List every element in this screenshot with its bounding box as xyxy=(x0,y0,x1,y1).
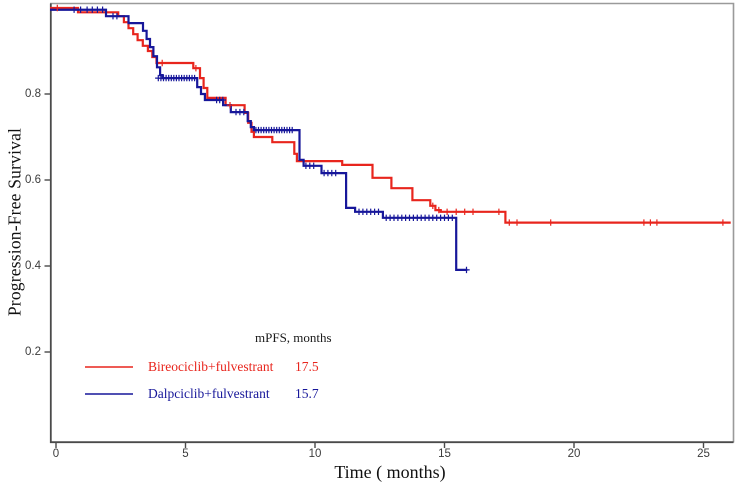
x-tick-label: 20 xyxy=(567,448,581,460)
censor-plus-mark xyxy=(547,219,554,226)
legend-label-bireociclib: Bireociclib+fulvestrant xyxy=(148,359,274,374)
censor-plus-mark xyxy=(453,208,460,215)
y-tick-label: 0.2 xyxy=(25,346,41,358)
censor-plus-mark xyxy=(289,126,296,134)
censor-plus-mark xyxy=(192,65,200,72)
censor-plus-mark xyxy=(240,108,247,116)
censor-plus-mark xyxy=(461,208,468,215)
axis-ticks xyxy=(44,93,705,448)
plot-border xyxy=(49,2,735,444)
censor-plus-mark xyxy=(219,96,226,104)
y-axis-title: Progression-Free Survival xyxy=(4,127,25,317)
censor-plus-mark xyxy=(70,6,78,13)
censor-plus-mark xyxy=(159,59,166,67)
censor-plus-mark xyxy=(99,6,106,13)
censor-plus-mark xyxy=(719,219,727,226)
legend-label-dalpciclib: Dalpciclib+fulvestrant xyxy=(148,386,270,401)
censor-plus-mark xyxy=(226,102,234,109)
x-axis-title: Time ( months) xyxy=(334,462,446,482)
censor-plus-mark xyxy=(647,219,654,226)
censor-plus-mark xyxy=(435,206,442,214)
legend-value-dalpciclib: 15.7 xyxy=(295,386,319,401)
censor-plus-mark xyxy=(506,219,513,226)
censor-plus-mark xyxy=(429,202,436,209)
censor-plus-mark xyxy=(375,208,382,215)
censor-plus-mark xyxy=(191,74,198,82)
censor-plus-mark xyxy=(463,266,470,274)
x-tick-label: 0 xyxy=(52,448,60,460)
censor-plus-mark xyxy=(469,208,477,215)
censor-plus-mark xyxy=(54,4,61,12)
censor-plus-mark xyxy=(640,219,648,226)
censor-plus-mark xyxy=(443,208,451,215)
censor-plus-mark xyxy=(513,219,521,226)
legend-value-bireociclib: 17.5 xyxy=(295,359,319,374)
y-tick-label: 0.6 xyxy=(25,174,41,186)
censor-plus-mark xyxy=(77,6,84,13)
censor-plus-mark xyxy=(113,13,121,20)
km-curve-bireociclib xyxy=(50,6,731,224)
legend-header: mPFS, months xyxy=(255,330,332,345)
censor-marks xyxy=(54,4,727,274)
censor-plus-mark xyxy=(653,219,661,226)
censor-plus-mark xyxy=(495,208,503,215)
km-curve-dalpciclib xyxy=(50,8,468,271)
plot-border-top-right xyxy=(50,2,735,443)
x-tick-label: 5 xyxy=(182,448,189,460)
y-tick-label: 0.8 xyxy=(25,88,41,100)
x-tick-label: 25 xyxy=(697,448,710,460)
x-tick-label: 10 xyxy=(308,448,322,460)
survival-curves xyxy=(50,6,731,271)
censor-plus-mark xyxy=(310,162,317,169)
censor-plus-mark xyxy=(332,169,339,177)
legend-line-samples xyxy=(85,366,133,395)
plot-border-axis-lines xyxy=(49,3,734,444)
x-tick-label: 15 xyxy=(438,448,451,460)
censor-plus-mark xyxy=(449,214,456,221)
y-tick-label: 0.4 xyxy=(25,260,41,272)
